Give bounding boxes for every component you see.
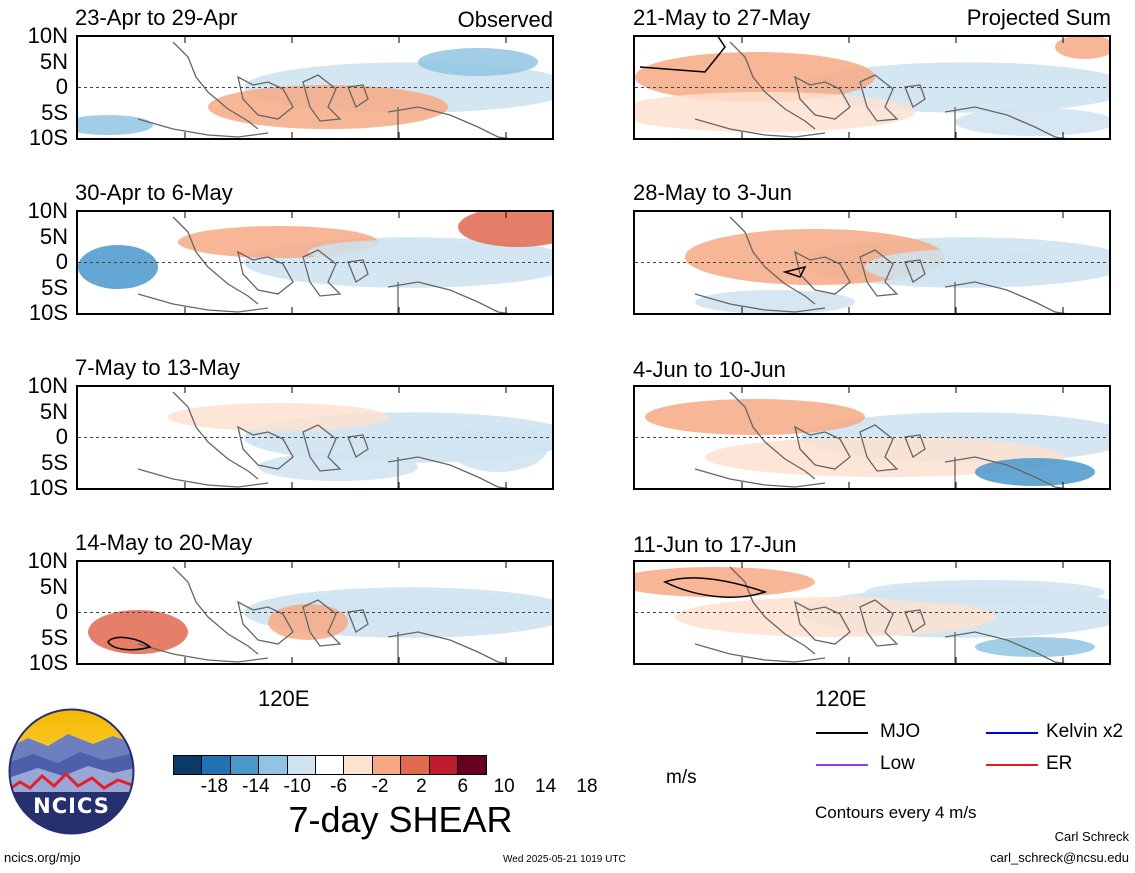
panel-title: 4-Jun to 10-Jun [633,357,786,382]
lat-label: 10N [27,548,68,573]
colorbar-tick-label: -2 [371,776,389,797]
legend-line-low [816,764,868,766]
map-canvas [635,387,1109,488]
map-canvas [78,212,552,313]
colorbar-swatch [174,756,203,774]
panel-title: 28-May to 3-Jun [633,180,792,205]
colorbar-title: 7-day SHEAR [288,799,513,840]
map-canvas [78,387,552,488]
legend-line-kelvin [986,732,1038,734]
footer-email: carl_schreck@ncsu.edu [990,850,1129,865]
lat-label: 5N [39,573,68,599]
panel-title: 14-May to 20-May [75,530,253,555]
colorbar-swatch [287,756,316,774]
colorbar [173,755,488,775]
lat-label: 5N [39,223,68,249]
legend-line-er [986,764,1038,766]
colorbar-swatch [372,756,402,774]
lat-label: 0 [55,249,68,274]
lat-label: 0 [55,424,68,449]
map-panel [633,35,1111,140]
panel-title: 7-May to 13-May [75,355,241,380]
colorbar-tick-label: 2 [416,776,427,797]
legend-label-er: ER [1046,753,1073,774]
legend-label-kelvin: Kelvin x2 [1046,721,1124,742]
panel-tag: Projected Sum [966,5,1111,30]
lat-label: 10N [27,198,68,223]
colorbar-units: m/s [666,767,697,788]
map-panel [633,385,1111,490]
colorbar-swatch [259,756,288,774]
ncics-logo: NCICS [8,708,135,835]
lat-label: 0 [55,599,68,624]
colorbar-tick-label: -18 [200,776,229,797]
map-panel [633,560,1111,665]
lat-label: 0 [55,74,68,99]
colorbar-swatch [344,756,373,774]
lon-label-left: 120E [258,686,310,711]
colorbar-tick-label: -14 [242,776,270,797]
colorbar-swatch [457,756,487,774]
map-canvas [78,37,552,138]
panel-title: 11-Jun to 17-Jun [633,532,797,557]
map-panel [76,560,554,665]
map-canvas [635,212,1109,313]
lat-label: 10S [28,125,68,150]
legend-line-mjo [816,732,868,734]
colorbar-swatch [230,756,260,774]
footer-url: ncics.org/mjo [4,850,81,865]
logo-text: NCICS [33,794,110,818]
colorbar-tick-label: -10 [283,776,311,797]
panel-title: 30-Apr to 6-May [75,180,233,205]
lat-label: 5S [41,449,68,475]
panel-title: 21-May to 27-May [633,5,811,30]
lon-label-right: 120E [815,686,867,711]
lat-label: 5S [41,624,68,650]
map-panel [76,210,554,315]
colorbar-swatch [315,756,345,774]
colorbar-tick-label: -6 [330,776,348,797]
colorbar-swatch [429,756,458,774]
lat-label: 10S [28,650,68,675]
lat-label: 10S [28,475,68,500]
colorbar-swatch [401,756,430,774]
colorbar-tick-label: 14 [535,776,557,797]
colorbar-tick-label: 6 [457,776,469,797]
map-panel [633,210,1111,315]
lat-label: 5N [39,48,68,74]
lat-label: 10N [27,23,68,48]
colorbar-swatch [202,756,231,774]
lat-label: 10S [28,300,68,325]
legend-label-mjo: MJO [880,721,921,742]
map-panel [76,385,554,490]
map-panel [76,35,554,140]
footer-timestamp: Wed 2025-05-21 1019 UTC [503,854,626,865]
map-canvas [78,562,552,663]
legend-label-low: Low [880,753,915,774]
lat-label: 5S [41,99,68,125]
lat-label: 10N [27,373,68,398]
footer-author: Carl Schreck [1054,829,1129,844]
contours-note: Contours every 4 m/s [815,803,977,822]
colorbar-tick-label: 10 [493,776,515,797]
map-canvas [635,562,1109,663]
colorbar-tick-label: 18 [576,776,598,797]
map-canvas [635,37,1109,138]
lat-label: 5N [39,398,68,424]
panel-tag: Observed [457,7,553,32]
panel-title: 23-Apr to 29-Apr [75,5,238,30]
lat-label: 5S [41,274,68,300]
